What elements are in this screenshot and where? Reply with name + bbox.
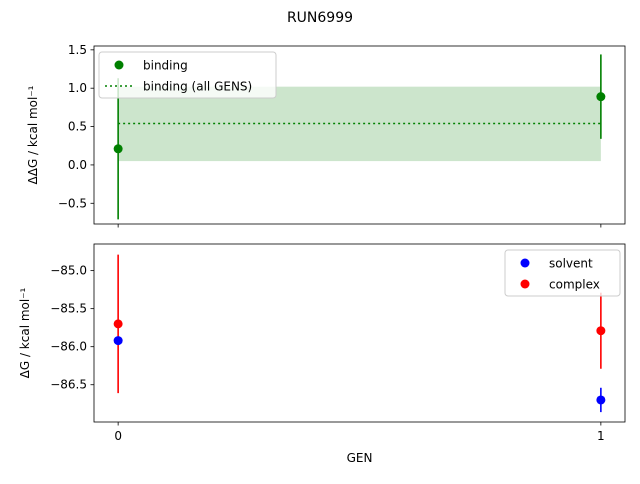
data-point-complex (596, 326, 606, 336)
data-point-complex (113, 319, 123, 329)
x-tick-label: 1 (597, 429, 605, 443)
axes-1 (113, 254, 606, 413)
legend-label: complex (549, 278, 600, 292)
y-axis-label: ΔΔG / kcal mol⁻¹ (26, 85, 40, 184)
axes-frame (93, 243, 626, 423)
x-axis-label: GEN (347, 451, 373, 465)
y-tick-label: 0.5 (68, 120, 87, 134)
data-point-binding (596, 92, 606, 102)
data-point-solvent (596, 395, 606, 405)
y-tick-label: −85.0 (50, 264, 87, 278)
y-tick-label: −85.5 (50, 302, 87, 316)
axes-frame (93, 45, 626, 225)
y-tick-label: 0.0 (68, 158, 87, 172)
legend-label: binding (all GENS) (143, 80, 252, 94)
legend: solvent complex (504, 249, 621, 297)
y-tick-label: 1.5 (68, 43, 87, 57)
legend-label: binding (143, 59, 188, 73)
chart-title: RUN6999 (287, 10, 353, 26)
legend-marker (114, 60, 124, 70)
y-tick-label: −86.0 (50, 340, 87, 354)
y-tick-label: −0.5 (58, 196, 87, 210)
data-point-solvent (113, 336, 123, 346)
legend-box (98, 51, 277, 99)
data-point-binding (113, 144, 123, 154)
y-tick-label: 1.0 (68, 81, 87, 95)
legend-marker (520, 279, 530, 289)
y-tick-label: −86.5 (50, 378, 87, 392)
legend-label: solvent (549, 257, 593, 271)
legend: binding binding (all GENS) (98, 51, 277, 99)
x-tick-label: 0 (114, 429, 122, 443)
y-axis-label: ΔG / kcal mol⁻¹ (18, 287, 32, 378)
axes-0 (113, 54, 606, 220)
legend-marker (520, 258, 530, 268)
legend-box (504, 249, 621, 297)
